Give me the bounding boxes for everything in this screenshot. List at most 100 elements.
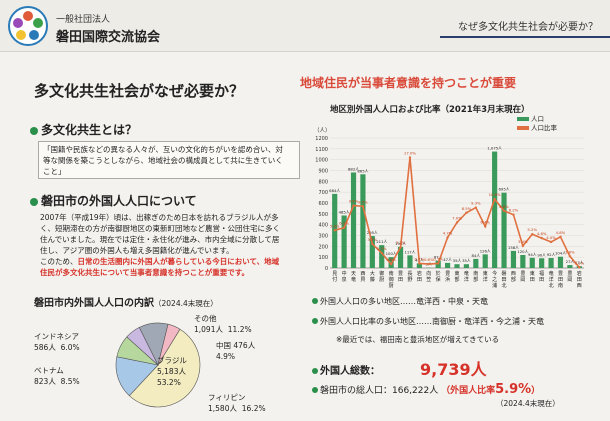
bar-population xyxy=(539,258,545,268)
ratio-value-label: 2.3% xyxy=(377,246,387,251)
bar-value-label: 295人 xyxy=(367,230,378,235)
x-tick-label: 見 xyxy=(332,271,337,277)
ratio-point xyxy=(578,266,581,269)
x-tick-label: 西 xyxy=(360,271,365,277)
ratio-point xyxy=(342,226,346,229)
bullet-icon xyxy=(30,126,38,135)
bar-population xyxy=(567,265,573,268)
pie-title: 磐田市内外国人人口の内訳（2024.4末現在） xyxy=(34,294,218,309)
x-tick-label: 西 xyxy=(577,283,582,289)
org-logo xyxy=(8,6,48,46)
info-recent: ※最近では、福田南と豊浜地区が増えてきている xyxy=(336,335,500,344)
ratio-value-label: 3.2% xyxy=(396,240,406,245)
x-tick-label: 田 xyxy=(398,277,403,283)
y-tick-label: 500 xyxy=(318,212,328,218)
bar-value-label: 27人 xyxy=(566,259,575,264)
x-tick-label: 田 xyxy=(558,277,563,283)
pie-label-count: 476人 xyxy=(233,341,256,350)
bar-value-label: 94人 xyxy=(528,252,537,257)
bar-value-label: 1,075人 xyxy=(487,146,502,151)
pie-label-name: ブラジル xyxy=(157,356,187,365)
quote-line: 「国籍や民族などの異なる人々が、互いの文化的ちがいを認め合い、対 xyxy=(43,145,283,154)
y-tick-label: 600 xyxy=(318,201,328,207)
ratio-point xyxy=(521,244,525,248)
ratio-value-label: 8.5% xyxy=(462,206,472,211)
chart-title: 地区別外国人人口および比率（2021年3月末現在） xyxy=(330,105,530,115)
legend-label: 人口 xyxy=(531,115,544,123)
highlight-text: 住民が多文化共生について当事者意識を持つことが重要です。 xyxy=(40,268,250,277)
ratio-point xyxy=(502,209,506,212)
ratio-suffix: ） xyxy=(531,386,541,396)
x-tick-label: 田 xyxy=(417,277,422,283)
page-title: 多文化共生社会がなぜ必要か？ xyxy=(34,82,245,100)
x-tick-label: 磐 xyxy=(502,270,507,277)
bullet-icon xyxy=(312,368,318,374)
ratio-value-label: 10.6% xyxy=(489,192,501,197)
info-few: 外国人人口比率の多い地区……南御厨・竜洋西・今之浦・天竜 xyxy=(312,316,544,327)
x-tick-label: 厨 xyxy=(379,277,384,283)
x-tick-label: 向 xyxy=(426,270,431,277)
bar-value-label: 35人 xyxy=(453,258,462,263)
pie-label-other: その他 1,091人 11.2% xyxy=(194,313,252,335)
x-tick-label: 洋 xyxy=(549,276,554,283)
ratio-point xyxy=(380,251,383,255)
ratio-point xyxy=(484,225,487,228)
x-tick-label: 北 xyxy=(549,282,554,289)
bar-value-label: 35人 xyxy=(462,258,471,263)
x-tick-label: 洋 xyxy=(483,276,488,283)
bar-value-label: 485人 xyxy=(339,209,350,214)
bar-value-label: 92人 xyxy=(547,252,556,257)
pie-slice xyxy=(157,323,181,366)
info-text: 外国人総数： xyxy=(320,366,380,377)
x-tick-label: 岩 xyxy=(417,270,422,277)
pie-chart xyxy=(115,322,201,408)
x-tick-label: 天 xyxy=(351,271,356,277)
definition-quote-box: 「国籍や民族などの異なる人々が、互いの文化的ちがいを認め合い、対 等な関係を築こ… xyxy=(38,141,300,179)
bar-value-label: 104人 xyxy=(555,251,566,256)
pie-label-china: 中国 476人 4.9% xyxy=(216,340,255,362)
legend-item-population: 人口 xyxy=(517,115,557,124)
legend-label: 人口比率 xyxy=(531,124,557,132)
bar-population xyxy=(492,151,498,268)
pie-label-philippines: フィリピン 1,580人 16.2% xyxy=(208,392,266,414)
pie-label-pct: 6.0% xyxy=(60,343,80,352)
pie-label-pct: 4.9% xyxy=(216,352,236,361)
highlight-text: 日常の生活圏内に外国人が暮らしている今日において、地域 xyxy=(77,257,280,266)
bullet-icon xyxy=(312,318,318,324)
ratio-value-label: 3.4% xyxy=(518,239,528,244)
y-tick-label: 800 xyxy=(318,179,328,185)
x-tick-label: 藤 xyxy=(370,276,375,283)
header-tab-title: なぜ多文化共生社会が必要か？ xyxy=(458,22,598,33)
x-tick-label: 浦 xyxy=(492,282,497,289)
x-tick-label: 泉 xyxy=(342,276,347,283)
x-tick-label: 田 xyxy=(502,277,507,283)
bar-value-label: 90人 xyxy=(537,252,546,257)
ratio-value-label: 7.0% xyxy=(452,216,462,221)
total-foreign-count: 9,739人 xyxy=(420,360,487,379)
ratio-point xyxy=(399,246,402,249)
ratio-value-label: 0.7% xyxy=(433,256,443,261)
x-tick-label: 部 xyxy=(511,276,516,283)
ratio-value-label: 6.2% xyxy=(339,221,349,226)
x-tick-label: 今 xyxy=(492,270,497,277)
bar-population xyxy=(548,258,554,268)
x-tick-label: 豊 xyxy=(567,270,572,277)
x-tick-label: 付 xyxy=(332,276,337,283)
x-tick-label: 之 xyxy=(492,276,497,283)
x-tick-label: 御 xyxy=(379,270,384,277)
bar-population xyxy=(360,174,366,268)
bar-value-label: 865人 xyxy=(357,168,368,173)
bar-population xyxy=(473,258,479,268)
x-tick-label: 南 xyxy=(389,270,394,277)
x-tick-label: 岩 xyxy=(577,270,582,277)
ratio-value-label: 8.2% xyxy=(509,208,519,213)
pie-label-count: 823人 xyxy=(34,377,56,386)
bar-value-label: 84人 xyxy=(471,253,480,258)
ratio-value-label: 5.2% xyxy=(527,227,537,232)
y-tick-label: 1000 xyxy=(315,158,328,164)
legend-item-ratio: 人口比率 xyxy=(517,124,557,133)
x-tick-label: 竜 xyxy=(464,270,469,277)
bar-value-label: 158人 xyxy=(508,245,519,250)
ratio-value-label: 17.0% xyxy=(404,151,416,156)
ratio-point xyxy=(493,197,496,201)
